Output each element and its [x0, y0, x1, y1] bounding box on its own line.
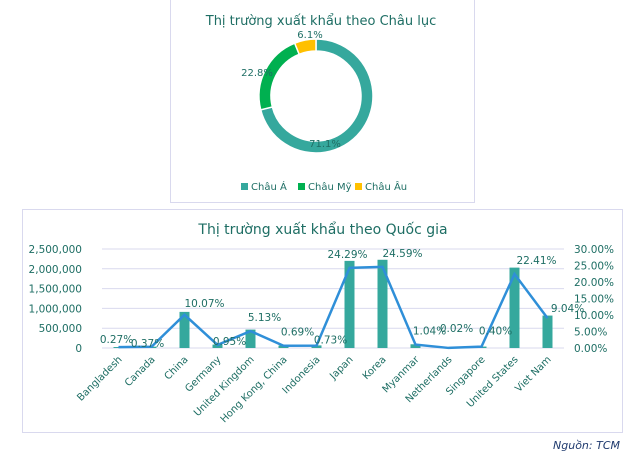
y-right-tick: 30.00% [574, 244, 614, 256]
legend-swatch [298, 183, 305, 190]
slice-label: 22.8% [241, 68, 273, 79]
bar-Bangladesh [113, 347, 124, 348]
bar-United Kingdom [245, 329, 256, 348]
data-label: 5.13% [248, 312, 281, 324]
bar-United States [509, 267, 520, 348]
bar-Myanmar [410, 344, 421, 348]
x-tick-label: China [163, 354, 191, 382]
slice-label: 71.1% [309, 139, 341, 150]
data-label: 9.04% [551, 303, 584, 315]
bar-Viet Nam [542, 315, 553, 348]
slice-label: 6.1% [297, 30, 322, 41]
bar-Germany [212, 344, 223, 348]
y-left-tick: 0 [75, 343, 82, 355]
y-left-tick: 1,000,000 [29, 303, 82, 315]
bar-Korea [377, 259, 388, 348]
data-label: 24.29% [327, 249, 367, 261]
x-tick-label: Bangladesh [75, 354, 124, 403]
y-left-tick: 2,500,000 [29, 244, 82, 256]
data-label: 0.37% [131, 338, 164, 350]
legend-item: Châu Âu [365, 180, 407, 193]
source-note: Nguồn: TCM [553, 439, 620, 452]
legend-item: Châu Mỹ [308, 181, 352, 193]
chart-title: Thị trường xuất khẩu theo Quốc gia [197, 221, 447, 238]
x-tick-label: United Kingdom [192, 354, 257, 419]
country-chart-card: Thị trường xuất khẩu theo Quốc gia 0 500,… [22, 209, 623, 433]
y-left-tick: 2,000,000 [29, 264, 82, 276]
donut-slice-Châu Á [259, 38, 374, 154]
data-label: 0.40% [479, 326, 512, 338]
data-label: 0.95% [213, 336, 246, 348]
percent-line [118, 265, 549, 350]
data-label: 0.02% [440, 323, 473, 335]
x-tick-label: Korea [361, 354, 389, 382]
data-label: 0.69% [281, 327, 314, 339]
continent-donut-chart: Thị trường xuất khẩu theo Châu lục 71.1%… [205, 14, 437, 193]
data-label: 0.73% [314, 335, 347, 347]
y-left-tick: 500,000 [39, 323, 82, 335]
bar-China [179, 311, 190, 348]
x-tick-label: Hong Kong, China [219, 354, 290, 425]
x-tick-label: Japan [327, 354, 355, 382]
y-right-tick: 10.00% [574, 310, 614, 322]
data-label: 0.27% [100, 334, 133, 346]
data-label: 10.07% [184, 298, 224, 310]
y-right-tick: 25.00% [574, 261, 614, 273]
chart-title: Thị trường xuất khẩu theo Châu lục [205, 14, 437, 29]
y-right-tick: 0.00% [574, 343, 607, 355]
legend-swatch [355, 183, 362, 190]
data-label: 24.59% [382, 248, 422, 260]
y-right-tick: 15.00% [574, 294, 614, 306]
data-label: 1.04% [413, 326, 446, 338]
bar-Japan [344, 260, 355, 348]
data-label: 22.41% [516, 255, 556, 267]
y-right-tick: 20.00% [574, 277, 614, 289]
legend-item: Châu Á [251, 180, 287, 193]
continent-chart-card: Thị trường xuất khẩu theo Châu lục 71.1%… [170, 0, 475, 203]
y-right-tick: 5.00% [574, 327, 607, 339]
country-combo-chart: Thị trường xuất khẩu theo Quốc gia 0 500,… [29, 221, 615, 425]
x-tick-label: Canada [123, 354, 158, 389]
legend-swatch [241, 183, 248, 190]
y-left-tick: 1,500,000 [29, 284, 82, 296]
donut-slice-Châu Âu [293, 38, 317, 56]
x-tick-label: Viet Nam [513, 354, 553, 394]
